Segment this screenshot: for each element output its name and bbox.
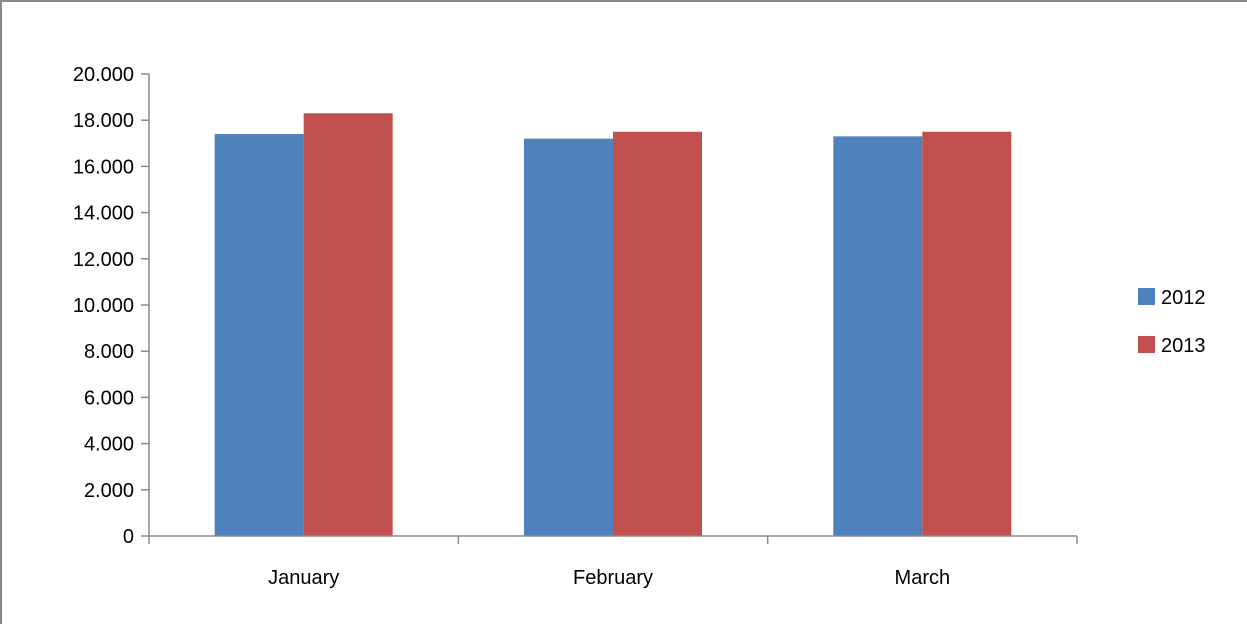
legend-label-2012: 2012 (1161, 287, 1206, 309)
bars (214, 113, 1012, 537)
y-tick-label: 10.000 (73, 295, 134, 317)
y-axis-tick-marks (141, 73, 149, 537)
bar-2012-january (214, 134, 304, 536)
bar-2013-march (922, 131, 1012, 536)
y-tick-label: 6.000 (84, 387, 134, 409)
legend-swatch-2013 (1138, 336, 1155, 353)
x-axis-tick-marks (148, 536, 1078, 544)
y-tick-label: 8.000 (84, 341, 134, 363)
legend-label-2013: 2013 (1161, 335, 1206, 357)
y-tick-label: 12.000 (73, 249, 134, 271)
y-tick-label: 14.000 (73, 203, 134, 225)
bar-2013-february (613, 131, 702, 536)
y-tick-label: 4.000 (84, 434, 134, 456)
y-tick-label: 16.000 (73, 156, 134, 178)
bar-2013-january (303, 113, 393, 537)
y-tick-label: 2.000 (84, 480, 134, 502)
legend: 2012 2013 (1138, 287, 1206, 357)
y-tick-label: 0 (123, 526, 134, 548)
legend-swatch-2012 (1138, 288, 1155, 305)
bar-2012-march (833, 136, 923, 536)
x-category-label-march: March (895, 567, 951, 589)
y-tick-label: 18.000 (73, 110, 134, 132)
x-category-label-january: January (268, 567, 339, 589)
y-tick-label: 20.000 (73, 64, 134, 86)
bar-2012-february (524, 138, 613, 536)
x-category-label-february: February (573, 567, 653, 589)
x-axis-category-labels: January February March (268, 567, 950, 589)
y-axis-tick-labels: 0 2.000 4.000 6.000 8.000 10.000 12.000 14.000 1… (73, 64, 134, 548)
